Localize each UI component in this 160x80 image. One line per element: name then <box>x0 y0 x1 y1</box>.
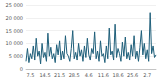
svg-text:7.5: 7.5 <box>26 72 34 78</box>
svg-text:0: 0 <box>20 66 23 72</box>
svg-text:2.7: 2.7 <box>143 72 151 78</box>
svg-text:10 000: 10 000 <box>6 40 24 46</box>
svg-text:15 000: 15 000 <box>6 28 24 34</box>
svg-text:28.5: 28.5 <box>69 72 80 78</box>
svg-text:11.6: 11.6 <box>98 72 109 78</box>
svg-text:25.6: 25.6 <box>127 72 138 78</box>
svg-text:4.6: 4.6 <box>85 72 93 78</box>
svg-text:25 000: 25 000 <box>6 2 24 8</box>
svg-text:14.5: 14.5 <box>39 72 50 78</box>
svg-text:18.6: 18.6 <box>112 72 123 78</box>
svg-text:20 000: 20 000 <box>6 15 24 21</box>
svg-text:5 000: 5 000 <box>9 53 23 59</box>
svg-text:21.5: 21.5 <box>54 72 65 78</box>
